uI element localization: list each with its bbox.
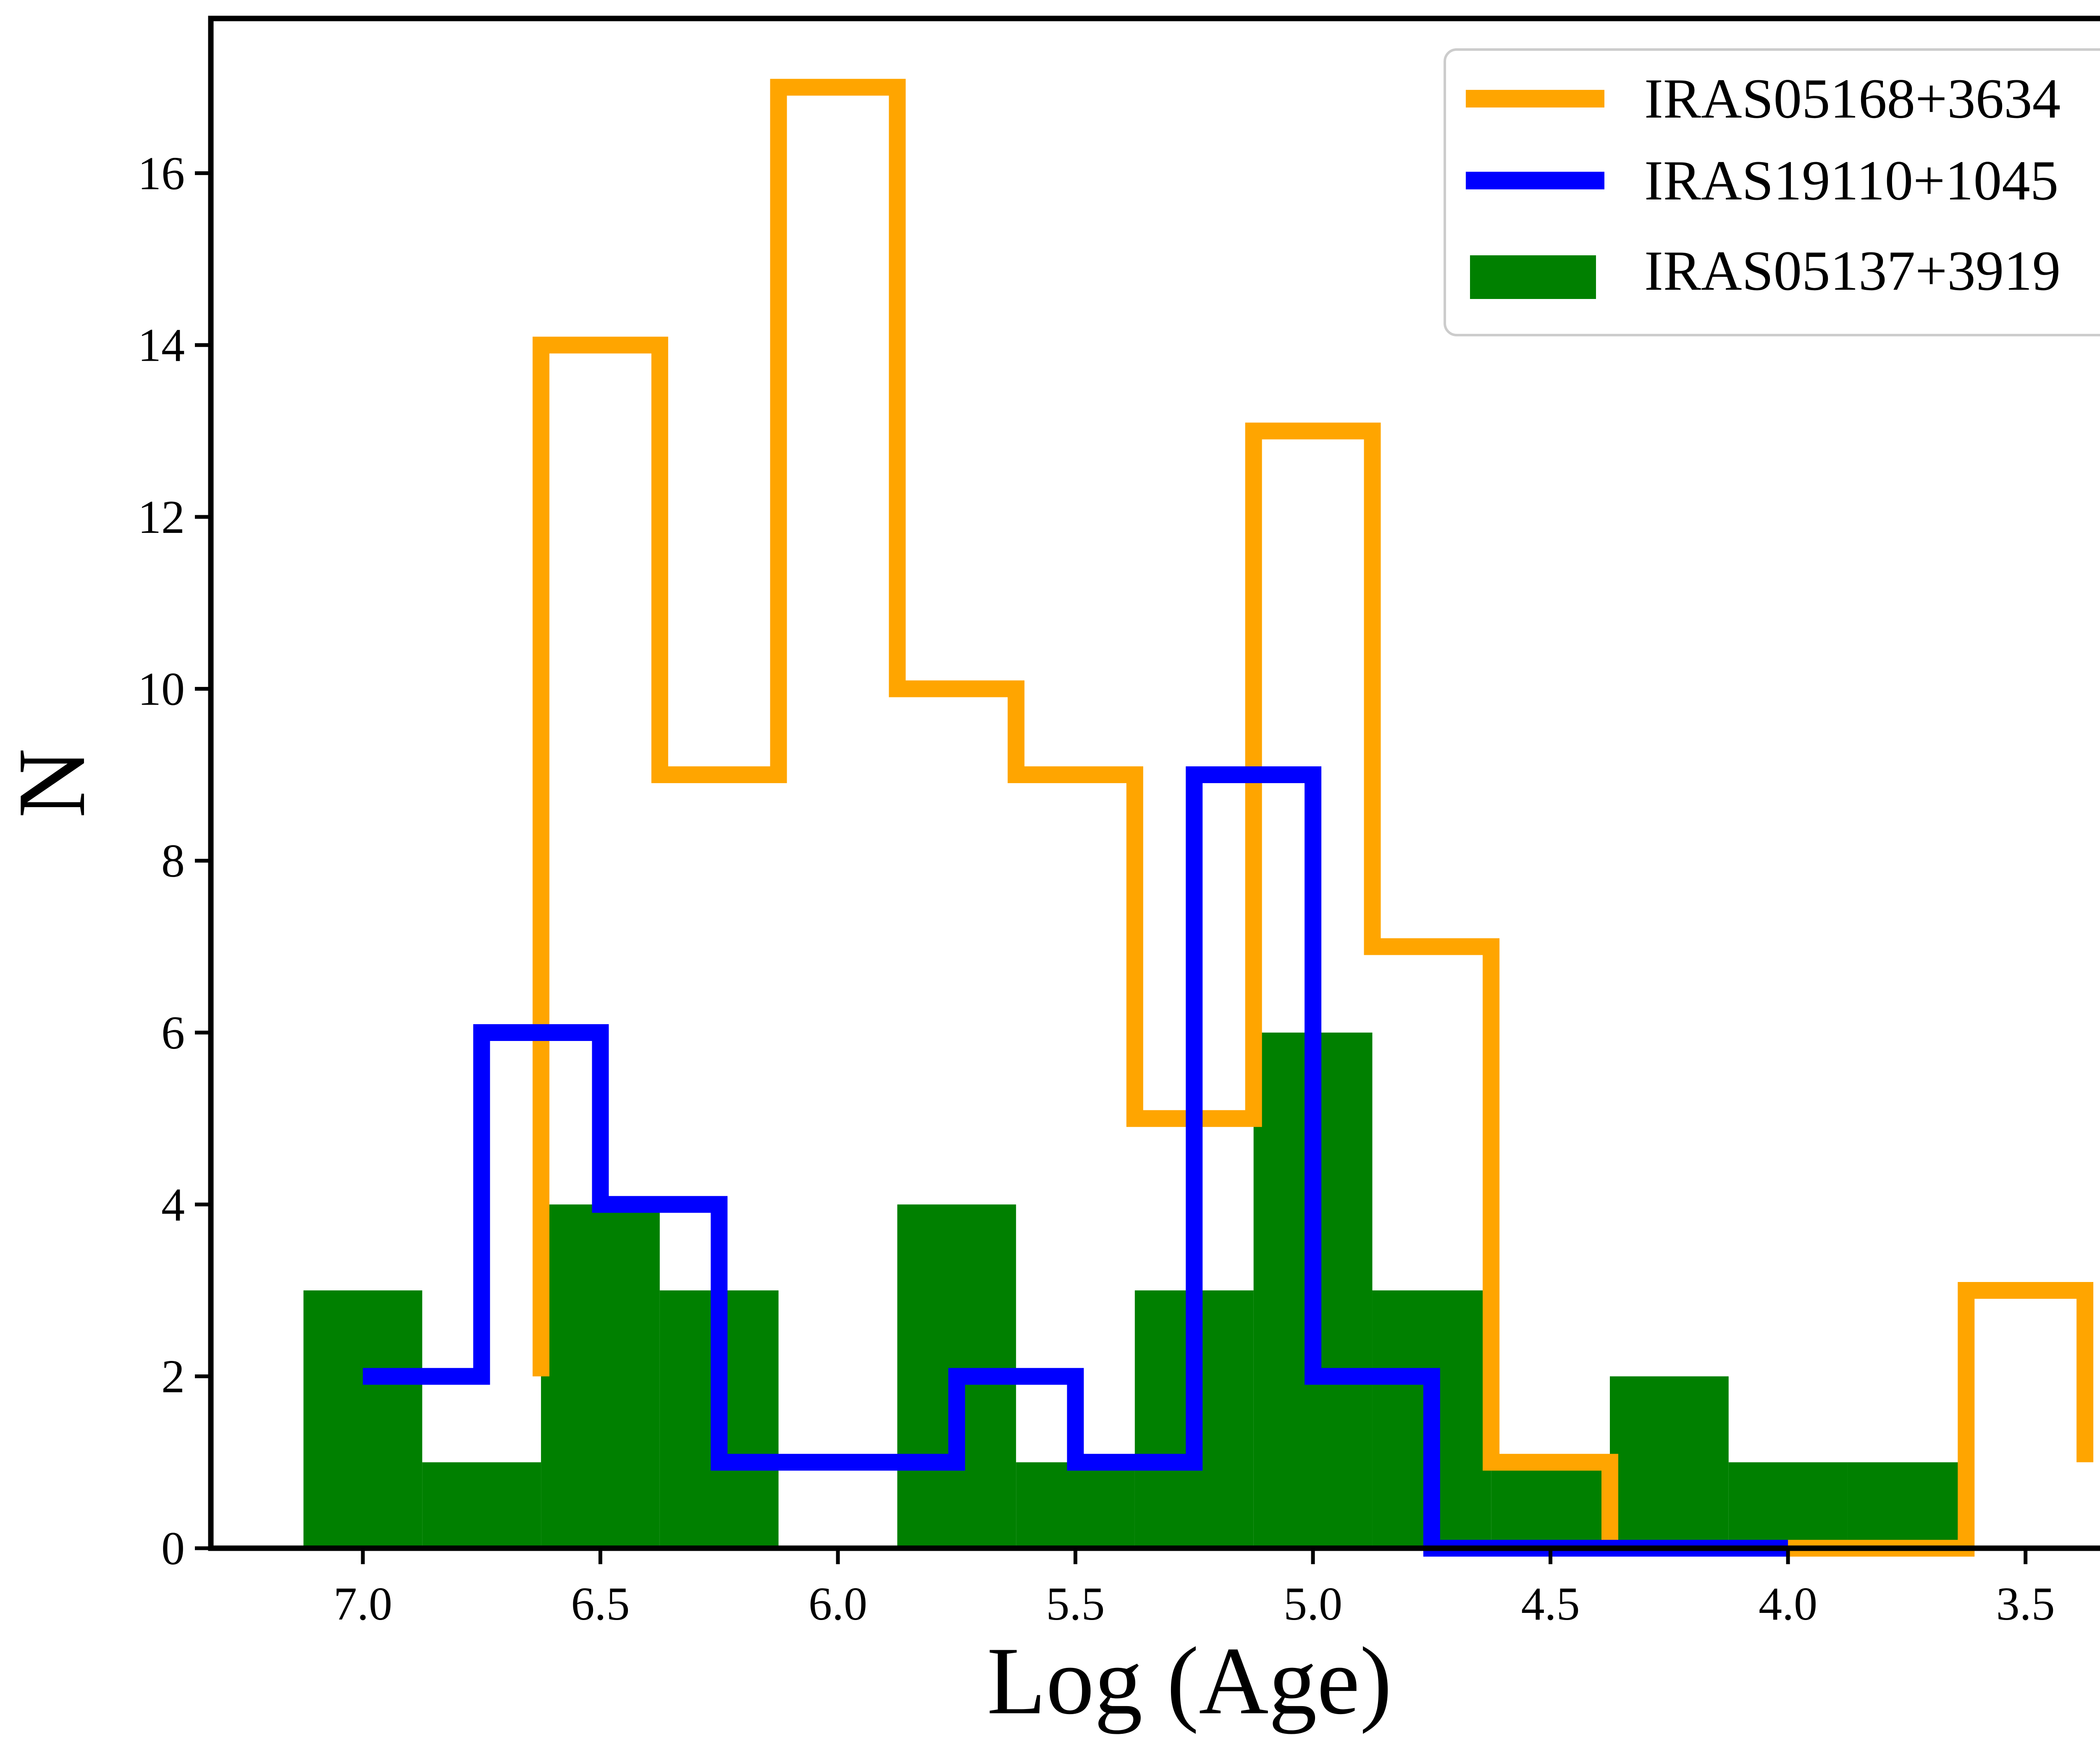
- y-tick-label: 8: [161, 835, 185, 887]
- x-tick-label: 4.5: [1521, 1578, 1580, 1630]
- y-tick-label: 10: [138, 663, 185, 715]
- plot-frame: [208, 16, 2100, 1551]
- legend-label: IRAS19110+1045: [1644, 149, 2058, 212]
- y-tick-label: 12: [138, 491, 185, 543]
- bar-11: [1491, 1462, 1610, 1548]
- legend: IRAS05168+3634 IRAS19110+1045 IRAS05137+39…: [1444, 48, 2100, 336]
- x-tick-label: 6.0: [808, 1578, 867, 1630]
- x-tick-label: 4.0: [1759, 1578, 1817, 1630]
- step-line-iras19110-1045: [362, 766, 1788, 1557]
- bar-13: [1728, 1462, 1848, 1548]
- y-tick-label: 16: [138, 147, 185, 199]
- ticks-layer: 7.0 6.5 6.0 5.5 5.0 4.5 4.0 3.5 0 2 4 6 8 10 12 14 16: [138, 147, 2055, 1630]
- y-tick-label: 14: [138, 320, 185, 372]
- x-axis-title: Log (Age): [987, 1627, 1392, 1734]
- legend-label: IRAS05168+3634: [1644, 68, 2061, 130]
- y-tick-label: 2: [161, 1351, 185, 1403]
- x-tick-label: 5.0: [1284, 1578, 1342, 1630]
- y-tick-label: 0: [161, 1523, 185, 1575]
- x-tick-label: 5.5: [1046, 1578, 1105, 1630]
- y-tick-label: 6: [161, 1007, 185, 1059]
- x-tick-label: 7.0: [333, 1578, 392, 1630]
- bar-3: [541, 1204, 660, 1548]
- legend-swatch-bar: [1470, 255, 1596, 299]
- legend-label: IRAS05137+3919: [1644, 240, 2061, 302]
- x-tick-label: 6.5: [571, 1578, 630, 1630]
- y-tick-label: 4: [161, 1179, 185, 1231]
- bar-14: [1847, 1462, 1966, 1548]
- x-tick-label: 3.5: [1996, 1578, 2055, 1630]
- y-axis-title: N: [0, 748, 105, 818]
- bar-2: [422, 1462, 541, 1548]
- bar-7: [1016, 1462, 1135, 1548]
- legend-box: [1444, 48, 2100, 336]
- bar-12: [1609, 1376, 1729, 1548]
- bar-1: [303, 1290, 423, 1548]
